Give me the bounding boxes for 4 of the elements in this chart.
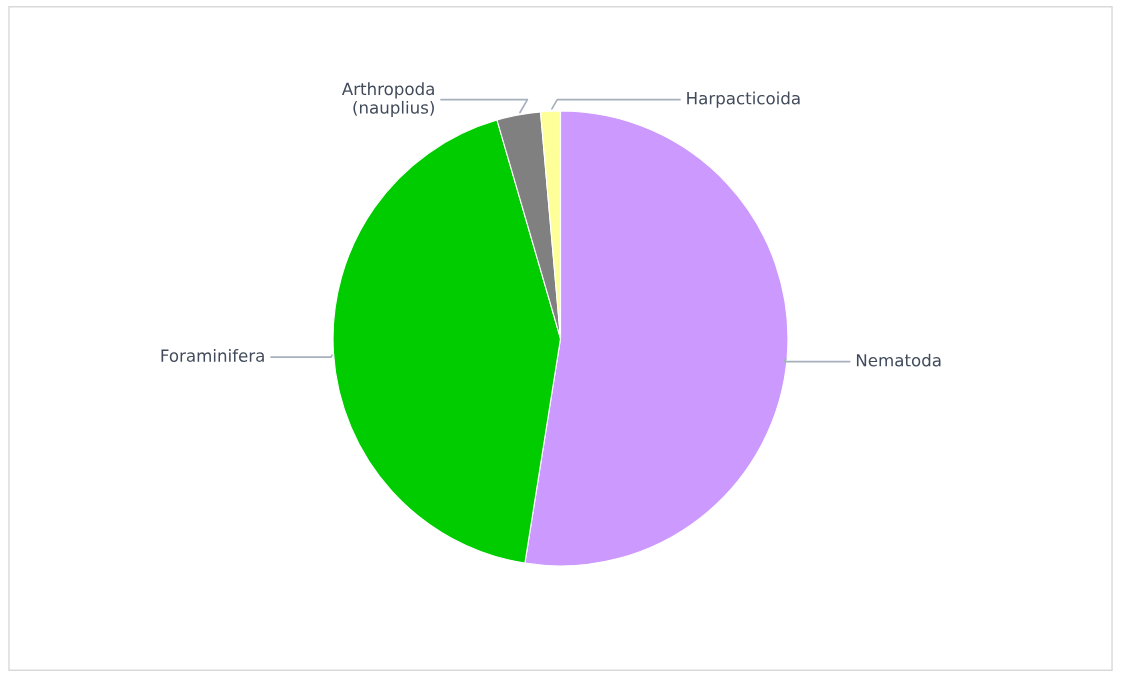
slice-label: Harpacticoida [687, 91, 800, 108]
slice-label: Arthropoda (nauplius) [341, 82, 434, 118]
slice-label: Foraminifera [161, 349, 264, 362]
slice-label: Nematoda [856, 353, 941, 367]
